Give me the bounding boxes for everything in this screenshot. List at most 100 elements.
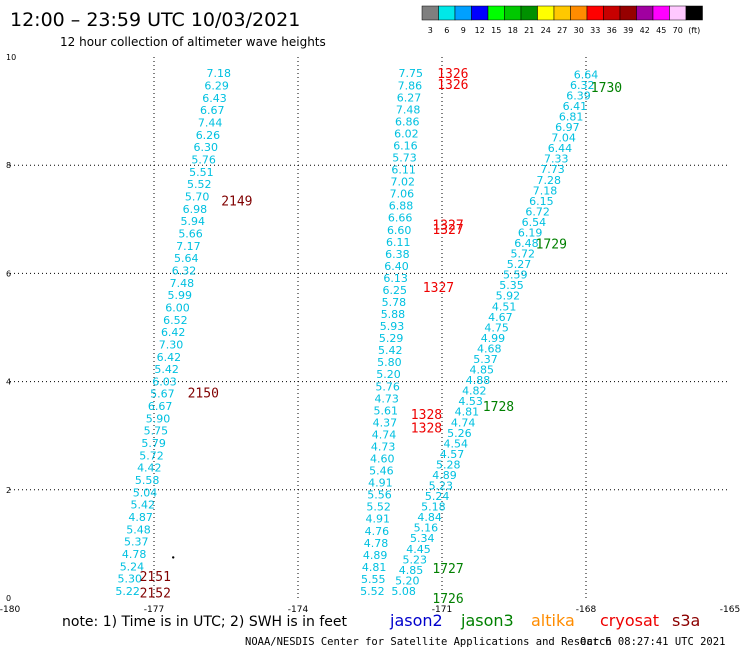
wave-height-point: 6.54 [522, 216, 547, 229]
pass-time-label: 2151 [140, 570, 171, 585]
wave-height-point: 5.24 [425, 490, 450, 503]
colorbar-tick-label: 18 [508, 26, 518, 35]
colorbar-tick-label: 33 [590, 26, 600, 35]
wave-height-point: 4.42 [137, 462, 162, 475]
wave-height-point: 5.56 [367, 489, 392, 502]
wave-height-point: 5.52 [360, 585, 385, 598]
wave-height-point: 6.48 [514, 237, 539, 250]
pass-time-label: 1328 [411, 408, 442, 423]
y-tick-label: 10 [6, 53, 16, 62]
colorbar-swatch [603, 5, 621, 21]
wave-height-point: 4.81 [362, 561, 387, 574]
wave-height-point: 5.30 [118, 573, 143, 586]
wave-height-point: 5.61 [374, 404, 399, 417]
wave-height-point: 5.37 [473, 353, 498, 366]
wave-height-point: 5.08 [391, 585, 416, 598]
wave-height-point: 6.81 [559, 110, 584, 123]
color-scale-legend: 3 6 9 12 15 18 21 24 27 30 33 36 39 42 45 70 [421, 5, 703, 35]
wave-height-point: 5.22 [115, 585, 140, 598]
satellite-legend-cryosat: cryosat [600, 611, 659, 630]
colorbar-swatch [504, 5, 522, 21]
wave-height-point: 7.28 [537, 174, 562, 187]
colorbar-unit-label: (ft) [688, 26, 700, 35]
wave-height-point: 5.90 [146, 412, 171, 425]
pass-time-label: 1728 [483, 400, 514, 415]
wave-height-point: 5.94 [180, 215, 205, 228]
y-tick-label: 2 [6, 486, 11, 495]
colorbar-tick-label: 3 [428, 26, 433, 35]
colorbar-tick-label: 30 [574, 26, 584, 35]
wave-height-point: 7.17 [176, 240, 201, 253]
colorbar-tick-label: 42 [640, 26, 650, 35]
colorbar-swatch [570, 5, 588, 21]
wave-height-point: 5.99 [167, 289, 192, 302]
wave-height-point: 5.76 [191, 154, 216, 167]
wave-height-point: 6.03 [152, 375, 177, 388]
wave-height-point: 6.86 [395, 115, 420, 128]
wave-height-point: 6.43 [202, 92, 227, 105]
colorbar-tick-label: 15 [491, 26, 501, 35]
colorbar-swatch [652, 5, 670, 21]
wave-height-point: 6.38 [385, 248, 410, 261]
x-tick-label: -165 [720, 605, 740, 615]
wave-height-point: 6.11 [391, 164, 416, 177]
x-tick-label: -174 [288, 605, 309, 615]
pass-time-label: 1727 [432, 562, 463, 577]
wave-height-point: 5.28 [436, 458, 461, 471]
wave-height-point: 6.44 [548, 142, 573, 155]
wave-height-point: 4.74 [451, 416, 476, 429]
wave-height-point: 6.42 [157, 351, 182, 364]
satellite-legend: jason2 jason3 altika cryosat s3a [389, 611, 700, 630]
wave-height-point: 5.78 [382, 296, 407, 309]
wave-height-point: 5.20 [395, 574, 420, 587]
colorbar-tick-label: 24 [541, 26, 551, 35]
wave-height-point: 4.67 [488, 311, 513, 324]
colorbar-swatch [553, 5, 571, 21]
x-tick-label: -177 [144, 605, 164, 615]
colorbar-tick-label: 45 [656, 26, 666, 35]
generated-timestamp: Oct 6 08:27:41 UTC 2021 [580, 636, 725, 648]
wave-height-point: 6.97 [555, 121, 580, 134]
wave-height-point: 4.99 [481, 332, 506, 345]
wave-height-point: 5.72 [510, 248, 535, 261]
wave-height-point: 6.16 [393, 139, 418, 152]
wave-height-point: 4.91 [368, 477, 393, 490]
wave-height-point: 4.89 [363, 549, 388, 562]
colorbar-tick-label: 27 [557, 26, 567, 35]
wave-height-point: 4.74 [372, 428, 397, 441]
plot-area: -180 -177 -174 -171 -168 -16502468107.186.296… [0, 53, 740, 615]
wave-height-point: 6.02 [394, 127, 419, 140]
wave-height-point: 7.33 [544, 153, 569, 166]
chart-title: 12:00 – 23:59 UTC 10/03/2021 [10, 9, 300, 31]
wave-height-point: 5.37 [124, 536, 149, 549]
wave-height-point: 5.72 [139, 449, 164, 462]
wave-height-point: 5.24 [120, 560, 145, 573]
wave-height-point: 6.88 [389, 200, 414, 213]
wave-height-point: 5.75 [144, 425, 169, 438]
wave-height-point: 6.15 [529, 195, 554, 208]
wave-height-point: 5.52 [187, 178, 212, 191]
wave-height-point: 4.73 [371, 440, 396, 453]
wave-height-point: 7.48 [396, 103, 421, 116]
colorbar-swatch [636, 5, 654, 21]
colorbar-swatch [619, 5, 637, 21]
colorbar-swatch [421, 5, 439, 21]
wave-height-point: 6.32 [172, 264, 197, 277]
pass-time-label: 1327 [423, 281, 454, 296]
satellite-legend-altika: altika [531, 611, 575, 630]
wave-height-point: 6.13 [383, 272, 408, 285]
pass-time-label: 2150 [188, 386, 219, 401]
wave-height-point: 5.92 [496, 290, 521, 303]
wave-height-point: 6.41 [563, 100, 588, 113]
colorbar-swatch [520, 5, 538, 21]
wave-height-point: 6.60 [387, 224, 412, 237]
pass-time-label: 1730 [591, 81, 622, 96]
wave-height-point: 6.42 [161, 326, 186, 339]
colorbar-tick-label: 9 [461, 26, 466, 35]
wave-height-point: 4.51 [492, 300, 517, 313]
wave-height-point: 5.23 [429, 480, 454, 493]
wave-height-point: 5.42 [154, 363, 179, 376]
colorbar-tick-label: 36 [607, 26, 617, 35]
wave-height-point: 4.73 [374, 392, 399, 405]
y-tick-label: 8 [6, 161, 11, 170]
